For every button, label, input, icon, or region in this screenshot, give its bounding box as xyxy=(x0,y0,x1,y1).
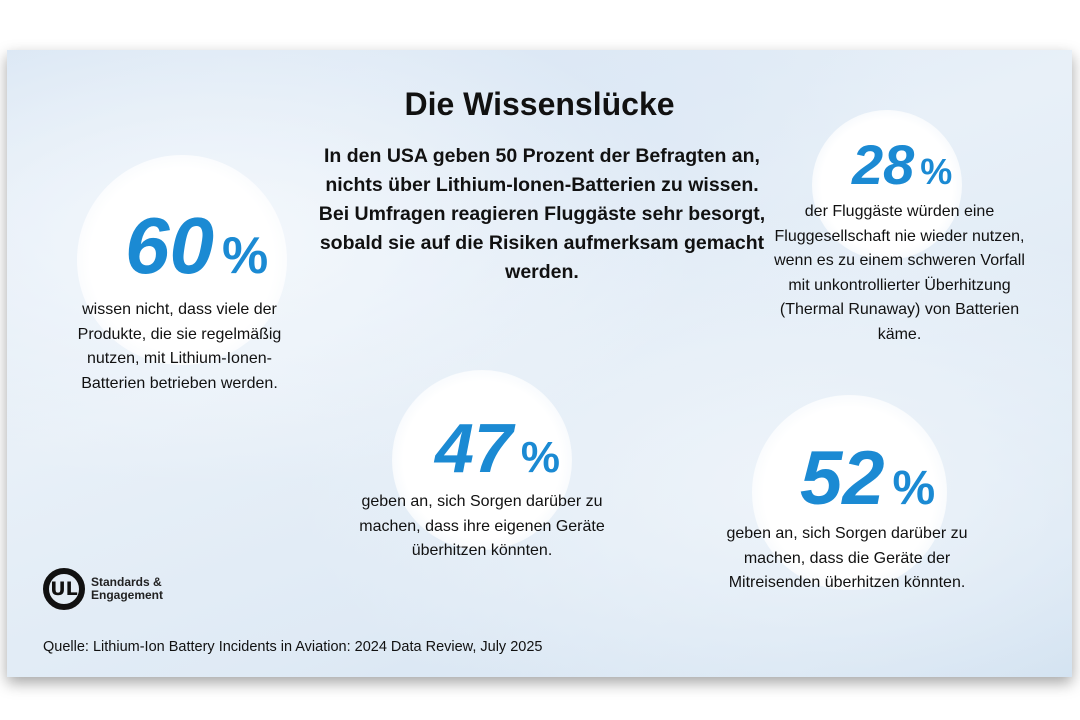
infographic-card: Die Wissenslücke In den USA geben 50 Pro… xyxy=(7,50,1072,677)
stat-unit: % xyxy=(892,462,936,515)
stat-value-47: 47% xyxy=(435,408,560,488)
logo-line-1: Standards & xyxy=(91,575,162,589)
ul-mark-icon: UL xyxy=(43,568,85,610)
stat-unit: % xyxy=(920,151,953,192)
ul-logo: UL Standards & Engagement xyxy=(43,568,163,610)
stat-circle-28 xyxy=(812,110,962,260)
stat-unit: % xyxy=(520,433,560,482)
stat-number: 52 xyxy=(800,436,885,521)
stat-circle-52 xyxy=(752,395,947,590)
intro-text: In den USA geben 50 Prozent der Befragte… xyxy=(318,145,766,283)
stat-text-47: geben an, sich Sorgen darüber zu machen,… xyxy=(359,493,605,559)
stat-value-60: 60% xyxy=(125,200,268,292)
stat-text-52: geben an, sich Sorgen darüber zu machen,… xyxy=(726,525,968,591)
source-citation: Quelle: Lithium-Ion Battery Incidents in… xyxy=(43,639,543,655)
stat-text-60: wissen nicht, dass viele der Produkte, d… xyxy=(77,301,282,392)
stat-value-52: 52% xyxy=(800,435,935,522)
page-title: Die Wissenslücke xyxy=(404,86,675,122)
stat-text-28: der Fluggäste würden eine Fluggesellscha… xyxy=(774,203,1025,343)
stat-number: 47 xyxy=(435,409,513,487)
stat-number: 60 xyxy=(125,201,214,290)
stat-value-28: 28% xyxy=(852,132,952,197)
stat-circle-60 xyxy=(77,155,287,365)
stat-number: 28 xyxy=(852,133,915,196)
logo-text: Standards & Engagement xyxy=(91,576,163,602)
logo-line-2: Engagement xyxy=(91,588,164,602)
stat-circle-47 xyxy=(392,370,572,550)
stat-unit: % xyxy=(221,227,269,285)
